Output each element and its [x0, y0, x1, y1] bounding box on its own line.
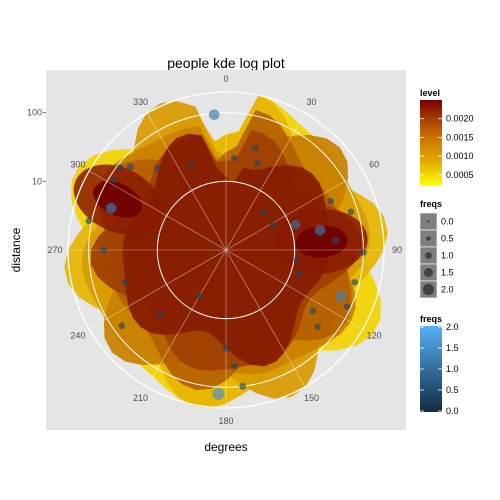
size-key-dot [422, 283, 435, 296]
data-point [295, 270, 303, 277]
data-point [100, 246, 108, 254]
data-point [156, 310, 163, 318]
data-point [360, 249, 367, 256]
freq-legend-label: 1.5 [446, 343, 459, 353]
x-axis-title: degrees [204, 440, 247, 454]
data-point [105, 202, 117, 214]
data-point [222, 345, 230, 352]
size-key-dot [427, 220, 430, 223]
angle-tick-label: 180 [218, 416, 233, 426]
freq-legend-label: 2.0 [446, 322, 459, 332]
freq-legend-label: 0.0 [446, 406, 459, 416]
angle-tick-label: 30 [306, 97, 316, 107]
size-key-label: 0.0 [441, 217, 454, 227]
data-point [290, 219, 301, 230]
data-point [154, 164, 161, 172]
angle-tick-label: 240 [70, 331, 85, 341]
angle-grid-line [89, 170, 227, 251]
distance-tick-label: 10 [32, 176, 42, 186]
density-hot-core [295, 225, 348, 258]
size-key-label: 1.5 [441, 268, 454, 278]
data-point [314, 323, 321, 331]
level-legend-title: level [420, 88, 440, 98]
distance-tick-label: 100 [27, 108, 42, 118]
freqs-colorbar [420, 326, 442, 412]
chart-title: people kde log plot [167, 55, 285, 71]
level-colorbar [420, 100, 442, 186]
angle-grid-line [225, 249, 363, 330]
data-point [196, 293, 203, 300]
distance-ticks: 100 10 [27, 108, 46, 186]
size-key-dot [426, 236, 431, 241]
level-legend-label: 0.0020 [446, 114, 474, 124]
size-key-label: 2.0 [441, 285, 454, 295]
data-point [254, 160, 261, 167]
data-point [309, 307, 317, 315]
freq-legend-label: 0.5 [446, 385, 459, 395]
data-point [126, 163, 134, 171]
data-point [121, 279, 129, 287]
level-legend: level 0.0020 0.0015 0.0010 0.0005 [420, 88, 474, 186]
data-point [188, 161, 195, 168]
data-point [260, 208, 268, 216]
level-legend-label: 0.0015 [446, 132, 474, 142]
freqs-color-legend: freqs 2.0 1.5 1.0 0.5 0.0 [420, 314, 459, 416]
data-point [208, 109, 220, 120]
angle-ticks: 0 30 60 90 120 150 180 210 240 270 300 330 [47, 74, 402, 426]
angle-grid-line [146, 113, 227, 251]
size-key-dot [425, 252, 432, 259]
size-key-label: 1.0 [441, 251, 454, 261]
angle-tick-label: 120 [367, 331, 382, 341]
data-point [110, 176, 117, 184]
angle-grid-line [225, 113, 306, 251]
freqs-size-legend-title: freqs [420, 199, 442, 209]
size-key-dot [424, 268, 433, 277]
data-point [351, 278, 358, 286]
data-point [116, 164, 124, 171]
angle-grid-line [89, 249, 227, 330]
polar-grid [67, 91, 385, 409]
level-legend-label: 0.0010 [446, 151, 474, 161]
data-point [251, 144, 259, 152]
angle-grid-line [225, 170, 363, 251]
data-point [85, 217, 93, 225]
density-hot-core [93, 181, 143, 218]
data-point [343, 303, 351, 310]
angle-tick-label: 330 [133, 97, 148, 107]
data-point [335, 290, 347, 302]
level-legend-label: 0.0005 [446, 170, 474, 180]
data-point [269, 221, 277, 229]
data-point [347, 208, 355, 216]
angle-grid-line [225, 249, 306, 387]
y-axis-title: distance [9, 227, 23, 272]
size-key-label: 0.5 [441, 234, 454, 244]
angle-tick-label: 300 [70, 160, 85, 170]
angle-tick-label: 150 [304, 393, 319, 403]
freqs-color-legend-title: freqs [420, 314, 442, 324]
angle-tick-label: 0 [223, 74, 228, 84]
angle-grid-line [146, 249, 227, 387]
data-point [332, 236, 340, 244]
angle-tick-label: 90 [392, 245, 402, 255]
data-point [314, 224, 326, 236]
data-point [118, 322, 126, 329]
data-point [212, 387, 225, 400]
data-point [293, 256, 301, 264]
points-layer [85, 109, 367, 400]
data-point [327, 197, 334, 205]
angle-tick-label: 270 [47, 245, 62, 255]
freq-legend-label: 1.0 [446, 364, 459, 374]
freqs-size-legend: freqs 0.0 0.5 1.0 1.5 2.0 [419, 199, 454, 299]
angle-tick-label: 60 [369, 160, 379, 170]
data-point [239, 382, 247, 390]
angle-tick-label: 210 [133, 393, 148, 403]
data-point [230, 363, 238, 370]
data-point [231, 155, 238, 162]
